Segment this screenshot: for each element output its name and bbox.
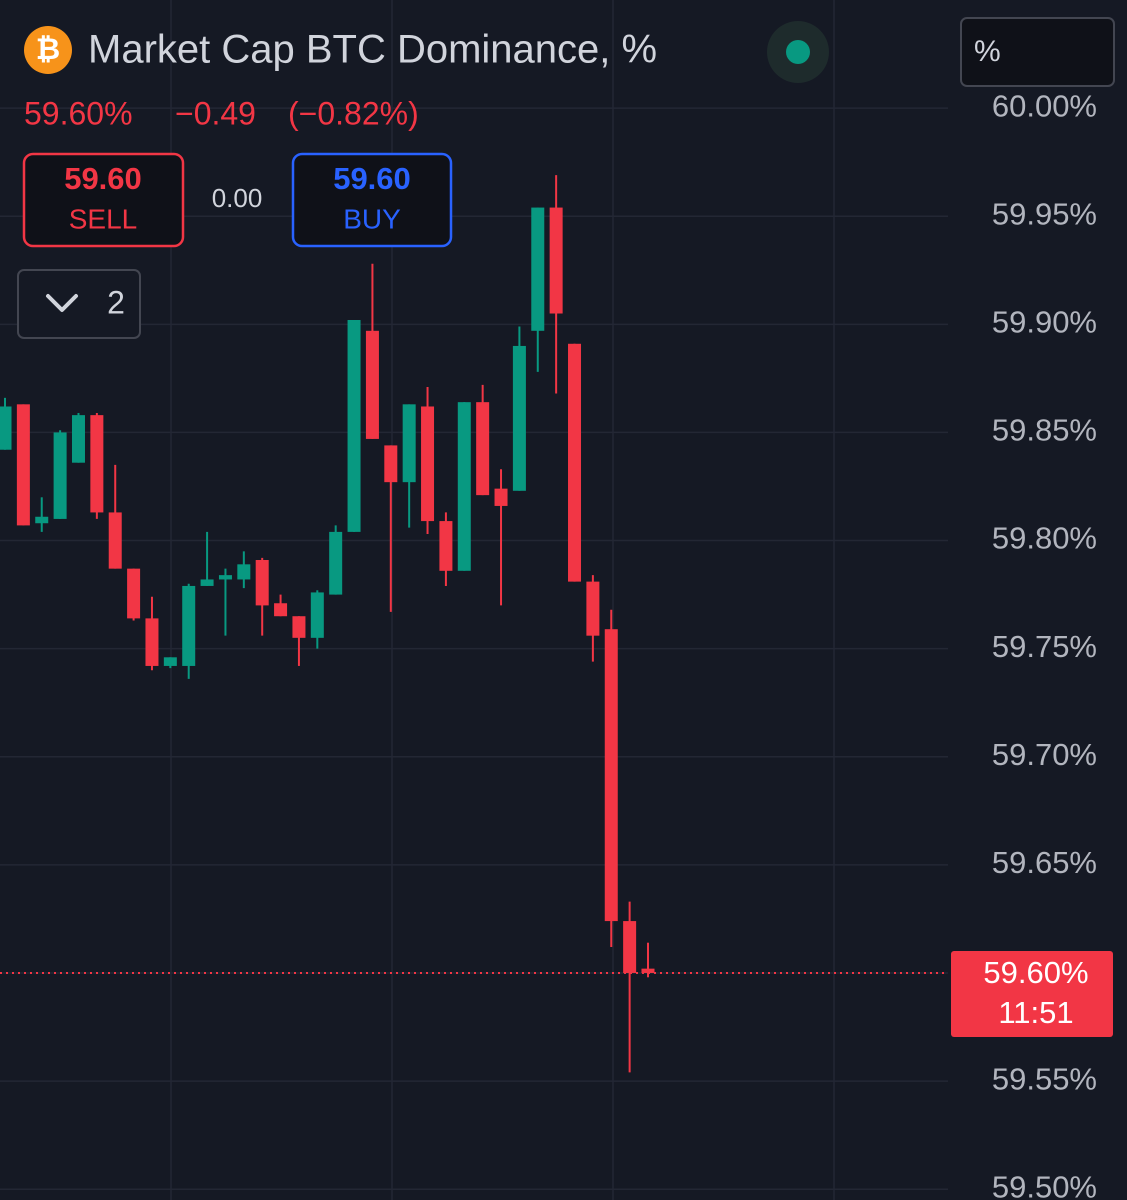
candle-body xyxy=(439,521,453,571)
y-tick-label: 59.50% xyxy=(992,1169,1097,1200)
candle-body xyxy=(71,415,85,463)
y-tick-label: 59.75% xyxy=(992,629,1097,664)
candle-body xyxy=(237,564,251,580)
y-tick-label: 59.90% xyxy=(992,305,1097,340)
indicators-toggle[interactable] xyxy=(17,269,141,339)
buy-button[interactable] xyxy=(291,152,453,248)
last-price: 59.60% xyxy=(24,95,133,131)
candle-body xyxy=(0,406,12,450)
candle-body xyxy=(384,445,398,483)
sell-button[interactable] xyxy=(22,152,185,248)
current-price-box xyxy=(951,950,1113,1037)
status-dot[interactable] xyxy=(786,40,810,64)
candle-body xyxy=(421,406,435,522)
y-tick-label: 59.55% xyxy=(992,1061,1097,1096)
candle-body xyxy=(347,320,361,532)
candle-body xyxy=(641,968,655,973)
y-tick-label: 59.80% xyxy=(992,521,1097,556)
buy-label[interactable]: BUY xyxy=(343,203,401,234)
candle-body xyxy=(292,616,306,638)
candle-body xyxy=(163,657,177,666)
sell-price[interactable]: 59.60 xyxy=(64,161,142,196)
candle-body xyxy=(329,531,343,595)
btc-symbol: ₿ xyxy=(36,33,60,66)
y-tick-label: 59.95% xyxy=(992,196,1097,231)
candle-body xyxy=(90,415,104,513)
indicator-count[interactable]: 2 xyxy=(107,284,125,320)
candle-body xyxy=(476,402,490,496)
current-price-label: 59.60% xyxy=(983,955,1088,990)
scale-mode-box[interactable] xyxy=(960,17,1115,87)
candle-body xyxy=(200,579,214,586)
candle-body xyxy=(623,921,637,973)
candle-body xyxy=(16,404,30,526)
scale-mode[interactable]: % xyxy=(974,35,1001,68)
candle-body xyxy=(604,629,618,922)
sell-label[interactable]: SELL xyxy=(69,203,138,234)
chevron[interactable] xyxy=(46,294,78,312)
candle-body xyxy=(549,207,563,314)
candle-body xyxy=(402,404,416,483)
candle-body xyxy=(35,516,49,524)
candle-body xyxy=(145,618,159,666)
candle-body xyxy=(255,560,269,606)
candle-body xyxy=(218,575,232,580)
candle-body xyxy=(531,207,545,331)
candle-body xyxy=(457,402,471,571)
candle-body xyxy=(108,512,122,569)
y-tick-label: 59.70% xyxy=(992,737,1097,772)
countdown: 11:51 xyxy=(998,995,1073,1030)
candle-body xyxy=(512,345,526,491)
y-tick-label: 59.85% xyxy=(992,413,1097,448)
y-tick-label: 59.65% xyxy=(992,845,1097,880)
candle-body xyxy=(365,330,379,439)
candle-body xyxy=(494,488,508,506)
candle-body xyxy=(586,581,600,636)
candle-body xyxy=(182,585,196,666)
candle-body xyxy=(127,568,141,619)
candle-body xyxy=(568,343,582,582)
candle-body xyxy=(310,592,324,638)
change-pct: (−0.82%) xyxy=(288,95,419,131)
btc-icon xyxy=(24,26,72,74)
candle-body xyxy=(53,432,67,519)
y-tick-label: 60.00% xyxy=(992,88,1097,123)
buy-price[interactable]: 59.60 xyxy=(333,161,411,196)
spread: 0.00 xyxy=(212,183,263,213)
chart-title: Market Cap BTC Dominance, % xyxy=(88,28,657,72)
candle-body xyxy=(274,603,288,617)
change: −0.49 xyxy=(175,95,256,131)
